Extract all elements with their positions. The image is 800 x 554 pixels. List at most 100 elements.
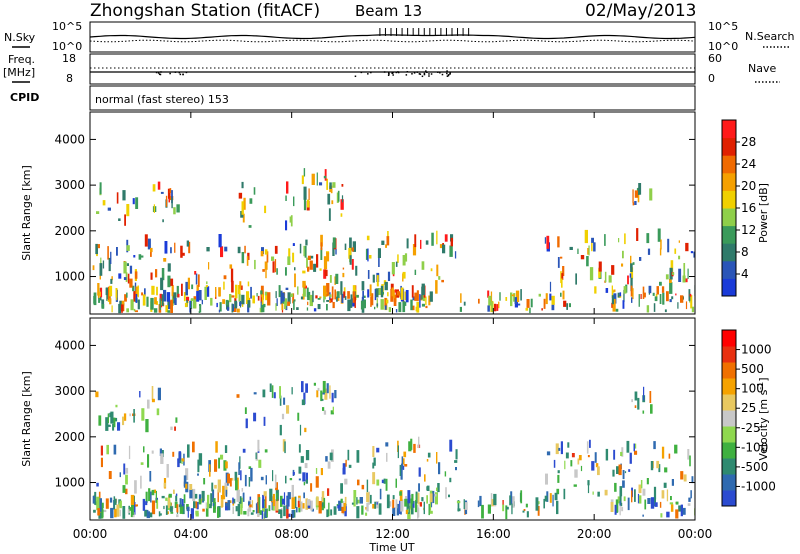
echo-cell <box>225 506 229 511</box>
echo-cell <box>258 497 261 511</box>
echo-cell <box>126 204 130 217</box>
echo-cell <box>404 498 408 507</box>
echo-cell <box>242 492 245 502</box>
echo-cell <box>659 294 662 304</box>
echo-cell <box>591 242 593 252</box>
echo-cell <box>198 499 202 505</box>
echo-cell <box>151 386 154 400</box>
echo-cell <box>185 468 189 480</box>
echo-cell <box>363 299 366 309</box>
echo-cell <box>198 453 203 466</box>
echo-cell <box>129 265 133 274</box>
echo-cell <box>612 298 616 312</box>
echo-cell <box>512 496 515 508</box>
echo-cell <box>159 448 162 456</box>
echo-cell <box>292 293 295 304</box>
echo-cell <box>222 485 226 500</box>
echo-cell <box>637 193 640 203</box>
echo-cell <box>323 285 326 296</box>
echo-cell <box>241 252 245 264</box>
echo-cell <box>215 441 218 453</box>
echo-cell <box>99 182 102 195</box>
echo-cell <box>232 304 234 311</box>
y-tick-label: 2000 <box>54 430 85 444</box>
echo-cell <box>416 301 420 313</box>
echo-cell <box>291 387 293 395</box>
echo-cell <box>307 199 310 208</box>
echo-cell <box>639 257 642 261</box>
echo-cell <box>266 508 268 518</box>
echo-cell <box>428 503 430 516</box>
echo-cell <box>331 392 334 403</box>
echo-cell <box>658 464 661 473</box>
sky-left-tick-bottom: 10^0 <box>52 40 82 53</box>
echo-cell <box>347 449 350 461</box>
echo-cell <box>638 183 642 195</box>
echo-cell <box>378 256 380 267</box>
echo-cell <box>381 479 385 484</box>
echo-cell <box>193 299 197 309</box>
echo-cell <box>365 248 369 260</box>
echo-cell <box>187 277 190 290</box>
echo-cell <box>623 289 625 303</box>
echo-cell <box>323 175 327 179</box>
echo-cell <box>315 476 319 488</box>
echo-cell <box>110 507 114 519</box>
echo-cell <box>560 271 562 284</box>
echo-cell <box>644 499 647 510</box>
echo-cell <box>685 301 688 310</box>
echo-cell <box>421 283 425 296</box>
echo-cell <box>109 285 113 297</box>
echo-cell <box>172 451 175 457</box>
echo-cell <box>411 493 414 504</box>
echo-cell <box>632 288 634 300</box>
y-tick-label: 3000 <box>54 384 85 398</box>
echo-cell <box>656 286 659 295</box>
echo-cell <box>206 247 210 252</box>
echo-cell <box>557 257 560 268</box>
nave-dot <box>437 71 439 73</box>
echo-cell <box>544 495 548 502</box>
echo-cell <box>218 287 221 297</box>
echo-cell <box>691 476 694 484</box>
echo-cell <box>669 502 674 505</box>
echo-cell <box>496 304 499 311</box>
echo-cell <box>326 300 330 302</box>
echo-cell <box>331 286 334 300</box>
echo-cell <box>174 501 178 508</box>
echo-cell <box>627 497 630 511</box>
echo-cell <box>305 498 308 510</box>
echo-cell <box>195 513 199 517</box>
echo-cell <box>278 285 281 298</box>
echo-cell <box>300 501 303 512</box>
echo-cell <box>405 509 408 515</box>
echo-cell <box>640 294 642 299</box>
echo-cell <box>177 293 180 298</box>
echo-cell <box>107 207 111 211</box>
echo-cell <box>238 192 243 199</box>
echo-cell <box>629 273 632 278</box>
echo-cell <box>122 416 125 426</box>
echo-cell <box>537 505 540 516</box>
echo-cell <box>436 264 439 277</box>
echo-cell <box>247 300 251 308</box>
echo-cell <box>431 232 434 246</box>
echo-cell <box>174 298 177 305</box>
echo-cell <box>344 296 347 300</box>
echo-cell <box>356 506 360 519</box>
echo-cell <box>166 292 171 302</box>
echo-cell <box>526 511 529 518</box>
sky-search-plot <box>89 28 696 43</box>
x-axis-label: Time UT <box>368 541 414 554</box>
echo-cell <box>107 246 109 260</box>
echo-cell <box>343 291 346 298</box>
echo-cell <box>135 197 139 209</box>
echo-cell <box>96 211 100 214</box>
echo-cell <box>102 260 105 269</box>
nave-dot <box>169 72 171 75</box>
echo-cell <box>626 440 630 453</box>
echo-cell <box>100 287 103 298</box>
echo-cell <box>210 297 213 306</box>
echo-cell <box>669 282 673 294</box>
echo-cell <box>151 285 155 295</box>
